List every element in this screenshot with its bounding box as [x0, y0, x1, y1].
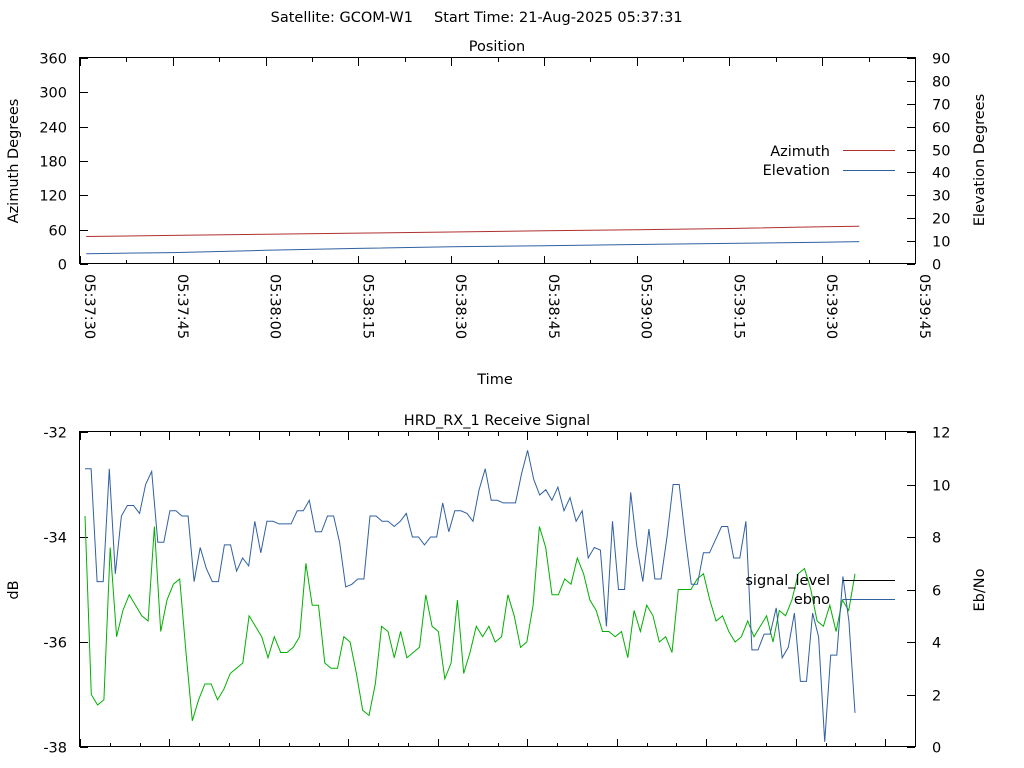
time-tick-label: 05:38:15 — [359, 274, 375, 339]
elevation-series-line — [86, 241, 860, 255]
elevation-tick-label: 40 — [932, 166, 950, 182]
ebno-tick-label: 2 — [932, 689, 941, 705]
signal-chart-title: HRD_RX_1 Receive Signal — [404, 413, 590, 429]
position-chart-title: Position — [469, 39, 525, 55]
legend-azimuth-label: Azimuth — [770, 144, 830, 160]
azimuth-tick-label: 180 — [39, 155, 67, 171]
position-plot-border — [79, 57, 916, 264]
azimuth-series-line — [86, 225, 860, 237]
elevation-tick-label: 70 — [932, 98, 950, 114]
ebno-tick-label: 8 — [932, 531, 941, 547]
db-tick-label: -32 — [43, 426, 67, 442]
azimuth-tick-label: 360 — [39, 52, 67, 68]
ebno-tick-label: 4 — [932, 636, 941, 652]
satellite-label: Satellite: GCOM-W1 — [271, 10, 413, 26]
signal-plot-border — [79, 431, 916, 747]
azimuth-axis-label: Azimuth Degrees — [6, 99, 22, 224]
elevation-tick-label: 80 — [932, 75, 950, 91]
signal-level-series-line — [84, 515, 856, 721]
db-tick-label: -38 — [43, 741, 67, 757]
elevation-axis-label: Elevation Degrees — [972, 94, 988, 226]
db-tick-label: -34 — [43, 531, 67, 547]
ebno-tick-label: 12 — [932, 426, 950, 442]
ebno-axis-label: Eb/No — [972, 568, 988, 611]
position-legend: Azimuth Elevation — [763, 144, 895, 179]
azimuth-tick-labels: 0 60 120 180 240 300 360 — [39, 52, 67, 274]
elevation-tick-label: 20 — [932, 212, 950, 228]
azimuth-tick-label: 240 — [39, 121, 67, 137]
ebno-tick-label: 10 — [932, 479, 950, 495]
azimuth-tick-label: 60 — [49, 224, 67, 240]
time-tick-label: 05:39:45 — [916, 274, 932, 339]
position-series — [86, 225, 860, 255]
elevation-tick-label: 30 — [932, 189, 950, 205]
elevation-tick-labels: 0 10 20 30 40 50 60 70 80 90 — [932, 52, 950, 274]
signal-ticks — [80, 432, 916, 748]
time-tick-label: 05:37:30 — [81, 274, 97, 339]
time-tick-label: 05:39:30 — [823, 274, 839, 339]
ebno-tick-label: 6 — [932, 584, 941, 600]
ebno-tick-label: 0 — [932, 741, 941, 757]
ebno-tick-labels: 0 2 4 6 8 10 12 — [932, 426, 950, 757]
time-tick-labels: 05:37:30 05:37:45 05:38:00 05:38:15 05:38:30… — [81, 274, 932, 339]
elevation-tick-label: 90 — [932, 52, 950, 68]
legend-signal-level-label: signal_level — [745, 573, 830, 589]
elevation-tick-label: 50 — [932, 144, 950, 160]
signal-legend: signal_level ebno — [745, 573, 895, 608]
signal-chart: HRD_RX_1 Receive Signal -38 -36 -34 -32 0 2 4… — [6, 413, 988, 757]
time-tick-label: 05:37:45 — [174, 274, 190, 339]
elevation-tick-label: 0 — [932, 258, 941, 274]
time-tick-label: 05:38:45 — [545, 274, 561, 339]
position-ticks — [80, 58, 916, 265]
ebno-series-line — [85, 450, 856, 742]
elevation-tick-label: 60 — [932, 121, 950, 137]
time-tick-label: 05:39:15 — [730, 274, 746, 339]
db-axis-label: dB — [6, 580, 22, 599]
start-time-label: Start Time: 21-Aug-2025 05:37:31 — [434, 10, 683, 26]
position-chart: Position 0 60 120 180 240 300 360 0 10 20 30 40 50 6… — [6, 39, 988, 388]
signal-series — [84, 450, 856, 742]
azimuth-tick-label: 120 — [39, 189, 67, 205]
time-tick-label: 05:38:00 — [267, 274, 283, 339]
azimuth-tick-label: 300 — [39, 86, 67, 102]
time-tick-label: 05:38:30 — [452, 274, 468, 339]
db-tick-labels: -38 -36 -34 -32 — [43, 426, 67, 757]
azimuth-tick-label: 0 — [58, 258, 67, 274]
legend-ebno-label: ebno — [794, 592, 830, 608]
time-axis-label: Time — [476, 372, 513, 388]
elevation-tick-label: 10 — [932, 235, 950, 251]
time-tick-label: 05:39:00 — [638, 274, 654, 339]
db-tick-label: -36 — [43, 636, 67, 652]
legend-elevation-label: Elevation — [763, 163, 830, 179]
